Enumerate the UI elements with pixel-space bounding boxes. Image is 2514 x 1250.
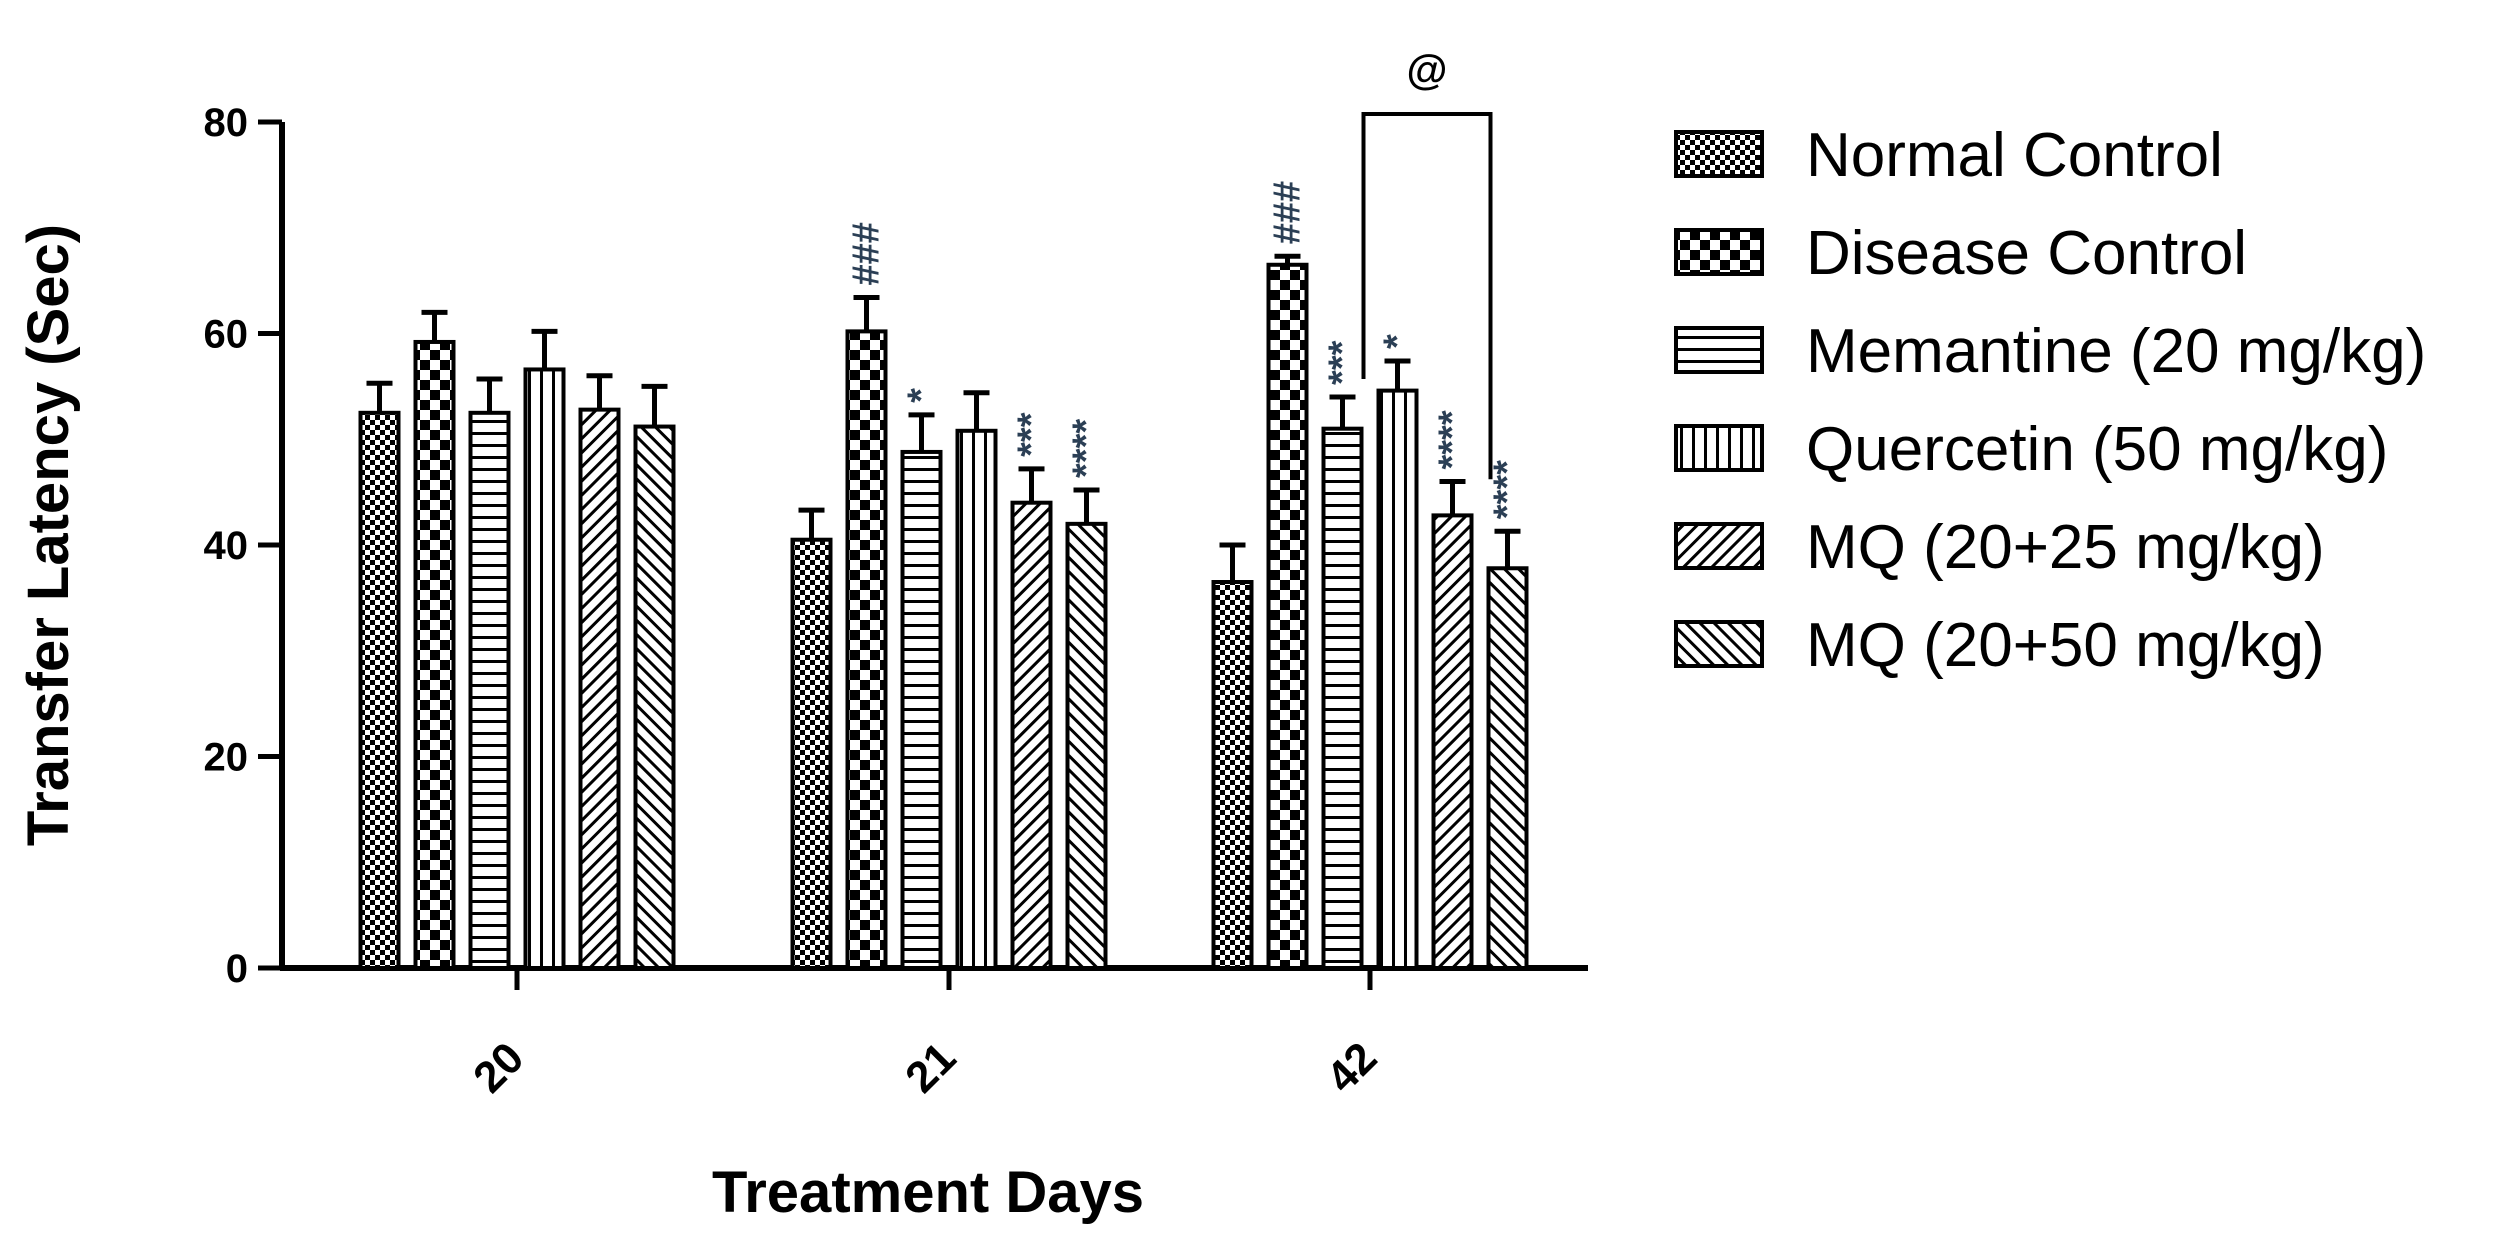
y-tick-label: 0 <box>226 947 248 991</box>
significance-mark: * <box>1377 334 1419 349</box>
bar <box>1010 500 1053 970</box>
x-axis-label: Treatment Days <box>712 1160 1144 1225</box>
bars <box>358 253 1529 971</box>
legend-swatch <box>1674 522 1764 570</box>
x-tick-label: 21 <box>896 1033 965 1102</box>
legend-label: Quercetin (50 mg/kg) <box>1806 415 2388 484</box>
bar <box>413 339 456 970</box>
bar <box>845 329 888 970</box>
bar <box>955 428 998 971</box>
significance-bracket: @ <box>1361 46 1493 480</box>
significance-mark: *** <box>1011 412 1053 457</box>
significance-mark: *** <box>1322 340 1364 385</box>
bar <box>1431 513 1474 970</box>
legend-swatch <box>1674 424 1764 472</box>
legend-label: MQ (20+50 mg/kg) <box>1806 611 2325 680</box>
bar <box>578 407 621 970</box>
legend: Normal Control Disease Control Memantine (… <box>1674 121 2426 680</box>
bar <box>1376 388 1419 971</box>
bar <box>900 449 943 970</box>
legend-swatch <box>1674 326 1764 374</box>
bar <box>1321 426 1364 970</box>
bar <box>633 424 676 970</box>
legend-label: Memantine (20 mg/kg) <box>1806 317 2426 386</box>
legend-label: MQ (20+25 mg/kg) <box>1806 513 2325 582</box>
legend-swatch <box>1674 620 1764 668</box>
significance-mark: ### <box>1267 181 1309 244</box>
significance-mark: **** <box>1432 410 1474 469</box>
y-tick-label: 60 <box>204 313 249 357</box>
bar <box>523 367 566 970</box>
x-tick-label: 42 <box>1317 1033 1386 1102</box>
y-axis-ticks: 0 20 40 60 80 <box>204 101 282 991</box>
y-tick-label: 40 <box>204 524 249 568</box>
bar <box>468 410 511 970</box>
bar <box>1486 566 1529 970</box>
legend-label: Disease Control <box>1806 219 2247 288</box>
significance-mark: **** <box>1066 419 1108 478</box>
bar <box>1065 521 1108 970</box>
x-tick-label: 20 <box>464 1033 533 1102</box>
x-axis-ticks: 20 21 42 <box>464 968 1386 1102</box>
significance-mark: **** <box>1487 460 1529 519</box>
y-tick-label: 20 <box>204 736 249 780</box>
bar <box>1266 262 1309 970</box>
significance-mark: ### <box>846 222 888 285</box>
y-tick-label: 80 <box>204 101 249 145</box>
bracket-label: @ <box>1407 46 1448 93</box>
significance-annotations: ###**** ****###*** ********* <box>846 181 1529 519</box>
legend-swatch <box>1674 130 1764 178</box>
bracket-line <box>1361 112 1493 480</box>
legend-swatch <box>1674 228 1764 276</box>
significance-mark: * <box>901 388 943 403</box>
bar <box>1211 580 1254 970</box>
bar <box>358 410 401 970</box>
y-axis-label: Transfer Latency (Sec) <box>16 224 81 846</box>
legend-label: Normal Control <box>1806 121 2223 190</box>
bar <box>790 537 833 971</box>
